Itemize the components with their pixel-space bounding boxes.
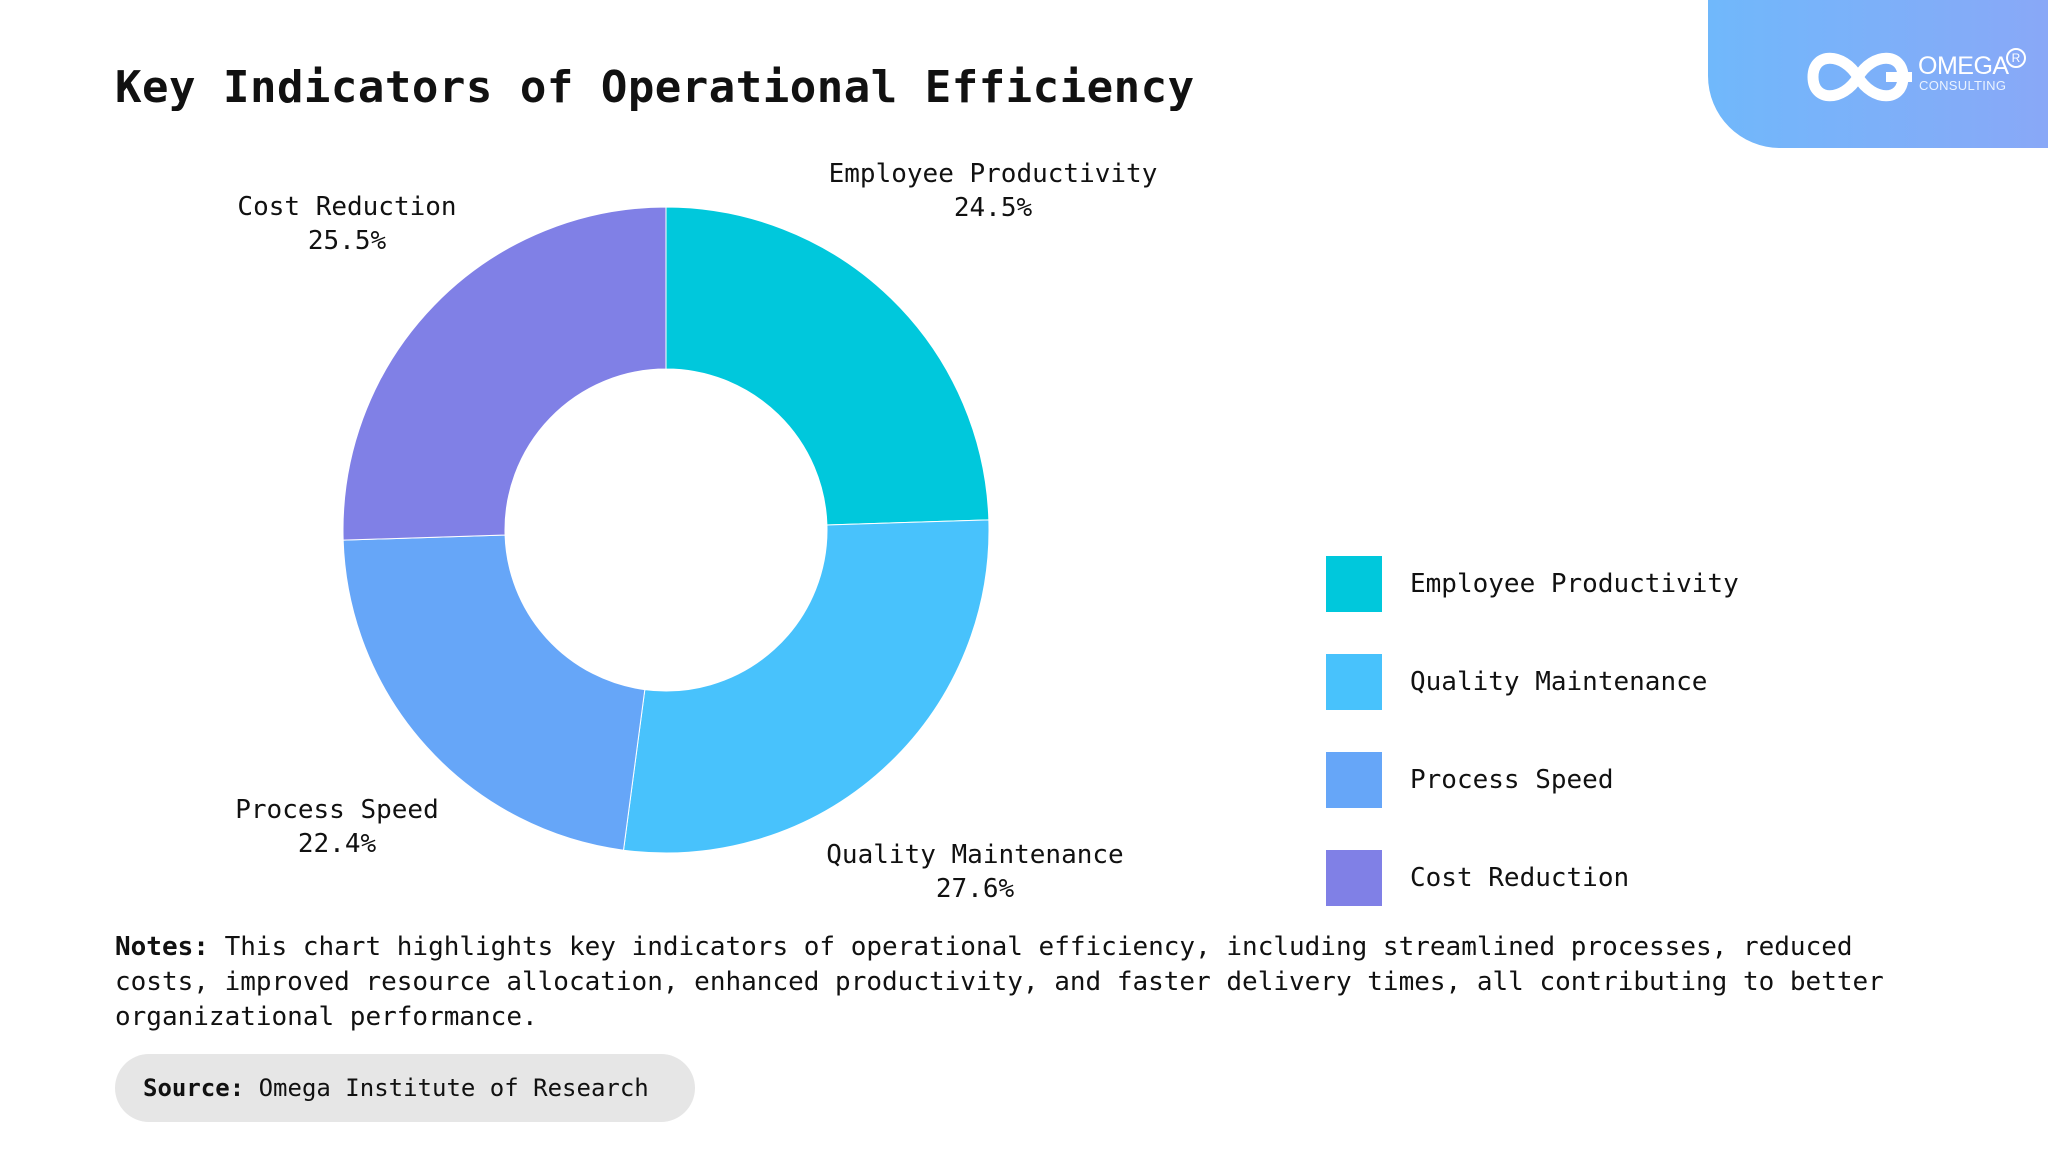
brand-subtitle: CONSULTING bbox=[1919, 78, 2007, 93]
legend-item: Cost Reduction bbox=[1326, 850, 1826, 906]
legend-label: Process Speed bbox=[1410, 765, 1614, 795]
slice-value-label: 22.4% bbox=[298, 829, 377, 859]
slice-value-label: 27.6% bbox=[936, 874, 1015, 904]
legend-swatch bbox=[1326, 654, 1382, 710]
legend-label: Quality Maintenance bbox=[1410, 667, 1708, 697]
legend-swatch bbox=[1326, 850, 1382, 906]
page-title: Key Indicators of Operational Efficiency bbox=[115, 62, 1195, 113]
source-label: Source: bbox=[143, 1074, 245, 1102]
donut-chart: Employee Productivity 24.5% Quality Mainte… bbox=[235, 159, 1158, 904]
legend-item: Employee Productivity bbox=[1326, 556, 1826, 612]
notes-label: Notes: bbox=[115, 932, 209, 962]
donut-slice bbox=[342, 206, 667, 541]
source-pill: Source: Omega Institute of Research bbox=[115, 1054, 695, 1122]
slice-label: Quality Maintenance bbox=[826, 840, 1123, 870]
slice-label: Cost Reduction bbox=[237, 192, 456, 222]
slice-label: Employee Productivity bbox=[829, 159, 1158, 189]
legend-swatch bbox=[1326, 556, 1382, 612]
notes-text: This chart highlights key indicators of … bbox=[115, 932, 1884, 1032]
legend-label: Cost Reduction bbox=[1410, 863, 1630, 893]
infinity-logo-icon bbox=[1807, 52, 1912, 102]
donut-slice bbox=[622, 519, 990, 854]
legend-label: Employee Productivity bbox=[1410, 569, 1739, 599]
slice-value-label: 25.5% bbox=[308, 226, 387, 256]
donut-slice bbox=[342, 534, 646, 851]
legend-item: Quality Maintenance bbox=[1326, 654, 1826, 710]
brand-name: OMEGA bbox=[1918, 52, 2009, 80]
donut-slice bbox=[665, 206, 990, 526]
slice-label: Process Speed bbox=[235, 795, 439, 825]
brand-logo: OMEGA R CONSULTING bbox=[1708, 0, 2048, 148]
legend-item: Process Speed bbox=[1326, 752, 1826, 808]
chart-notes: Notes: This chart highlights key indicat… bbox=[115, 930, 1955, 1035]
legend-swatch bbox=[1326, 752, 1382, 808]
slice-value-label: 24.5% bbox=[954, 193, 1033, 223]
source-text: Omega Institute of Research bbox=[258, 1074, 649, 1102]
registered-mark: R bbox=[2006, 48, 2026, 68]
